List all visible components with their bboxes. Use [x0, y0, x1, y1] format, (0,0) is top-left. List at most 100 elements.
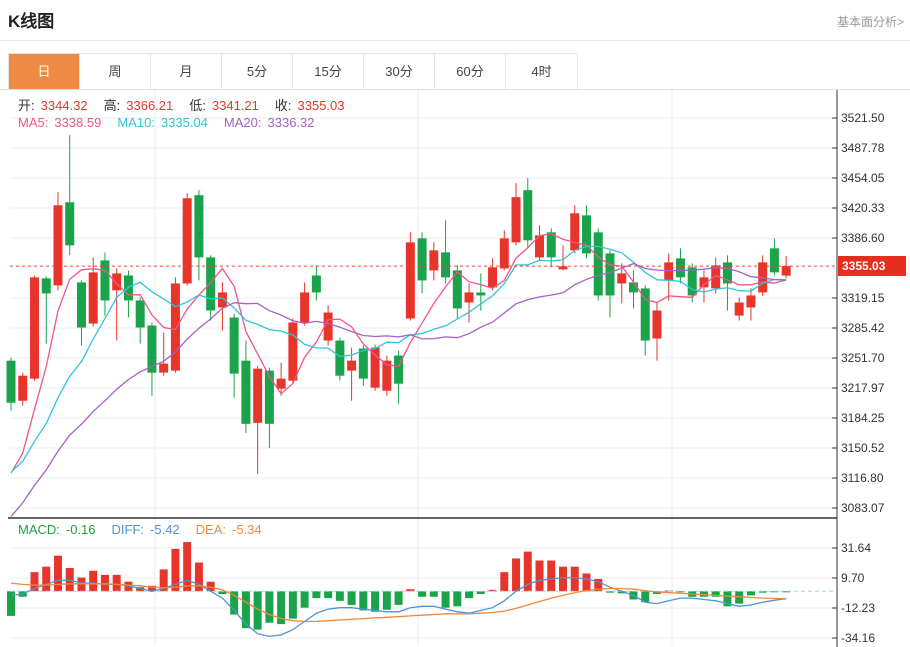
macd-bar: [335, 591, 344, 601]
candle-body: [781, 266, 791, 276]
legend-value: 3366.21: [126, 98, 174, 113]
candle-body: [769, 248, 779, 273]
macd-bar: [206, 581, 215, 592]
legend-label: MA5:: [18, 115, 49, 130]
macd-bar: [746, 591, 755, 596]
candle-body: [276, 378, 286, 389]
candle-body: [253, 368, 263, 423]
macd-bar: [53, 555, 62, 592]
legend-label: MACD:: [18, 522, 60, 537]
macd-diff-line: [10, 576, 787, 638]
candle-body: [734, 302, 744, 316]
candle-body: [664, 262, 674, 281]
legend-label: MA20:: [223, 115, 262, 130]
tab-15分[interactable]: 15分: [293, 54, 364, 90]
candle-body: [347, 360, 357, 371]
candle-body: [206, 257, 216, 311]
candle-body: [476, 292, 486, 296]
candle-body: [370, 347, 380, 388]
macd-bar: [723, 591, 732, 607]
candle-body: [570, 213, 580, 251]
macd-bar: [253, 591, 262, 630]
axis-label: -34.16: [841, 630, 876, 645]
candle-body: [652, 310, 662, 339]
candle-body: [18, 375, 28, 401]
macd-bar: [488, 589, 497, 592]
macd-bar: [277, 591, 286, 625]
axis-label: 3386.60: [841, 230, 885, 245]
macd-bar: [406, 589, 415, 592]
tab-30分[interactable]: 30分: [364, 54, 435, 90]
candle-body: [593, 232, 603, 296]
axis-label: -12.23: [841, 601, 876, 615]
page-title: K线图: [8, 12, 55, 31]
macd-bar: [429, 591, 438, 597]
legend-label: 低:: [189, 98, 206, 113]
macd-bar: [582, 573, 591, 592]
ohlc-readout-row: 开: 3344.32 高: 3366.21 低: 3341.21 收: 3355.03: [18, 95, 361, 114]
macd-bar: [476, 591, 485, 595]
tab-月[interactable]: 月: [151, 54, 222, 90]
tab-日[interactable]: 日: [9, 54, 80, 90]
ma-readout-row: MA5: 3338.59 MA10: 3335.04 MA20: 3336.32: [18, 115, 331, 130]
tab-周[interactable]: 周: [80, 54, 151, 90]
macd-bar: [42, 566, 51, 592]
candle-body: [170, 283, 180, 371]
candle-body: [147, 325, 157, 373]
candle-body: [241, 360, 251, 424]
legend-value: 3341.21: [211, 98, 259, 113]
macd-bar: [418, 591, 427, 597]
macd-bar: [112, 574, 121, 592]
axis-label: 3251.70: [841, 350, 885, 365]
period-tabbar: 日周月 5分 15分 30分 60分 4时: [8, 53, 578, 90]
candle-body: [159, 363, 169, 373]
legend-label: DEA:: [195, 522, 227, 537]
ma10-line: [10, 245, 787, 473]
macd-bar: [512, 558, 521, 592]
tab-5分[interactable]: 5分: [222, 54, 293, 90]
macd-bar: [100, 574, 109, 592]
macd-bar: [500, 572, 509, 592]
candle-body: [464, 292, 474, 303]
candle-body: [135, 300, 145, 328]
macd-bar: [382, 591, 391, 610]
axis-label: 9.70: [841, 571, 865, 585]
macd-bar: [453, 591, 462, 607]
macd-bar: [735, 591, 744, 604]
candle-body: [300, 292, 310, 323]
axis-label: 3116.80: [841, 470, 884, 485]
macd-bar: [136, 587, 145, 592]
candle-body: [417, 238, 427, 281]
candle-body: [511, 197, 521, 243]
macd-bar: [523, 551, 532, 592]
macd-bar: [171, 548, 180, 592]
macd-bar: [605, 591, 614, 593]
ma5-line: [10, 233, 787, 474]
macd-bar: [711, 591, 720, 597]
fundamental-analysis-link[interactable]: 基本面分析>: [836, 15, 904, 29]
macd-bar: [347, 591, 356, 605]
axis-label: 3184.25: [841, 410, 885, 425]
axis-label: 3521.50: [841, 111, 885, 125]
macd-bar: [218, 591, 227, 595]
macd-bar: [371, 591, 380, 612]
candle-body: [358, 348, 368, 379]
macd-bar: [230, 591, 239, 615]
axis-label: 3150.52: [841, 440, 885, 455]
candle-body: [29, 277, 39, 379]
macd-bar: [147, 585, 156, 592]
macd-bar: [535, 560, 544, 592]
macd-bar: [7, 591, 15, 616]
candle-body: [264, 370, 274, 424]
macd-bar: [676, 591, 685, 593]
tab-4时[interactable]: 4时: [506, 54, 577, 90]
tab-60分[interactable]: 60分: [435, 54, 506, 90]
candle-body: [699, 277, 709, 288]
macd-bar: [441, 591, 450, 608]
candle-body: [323, 312, 333, 341]
candle-body: [499, 238, 509, 269]
macd-bar: [594, 578, 603, 592]
candle-body: [394, 355, 404, 384]
candle-body: [405, 242, 415, 319]
